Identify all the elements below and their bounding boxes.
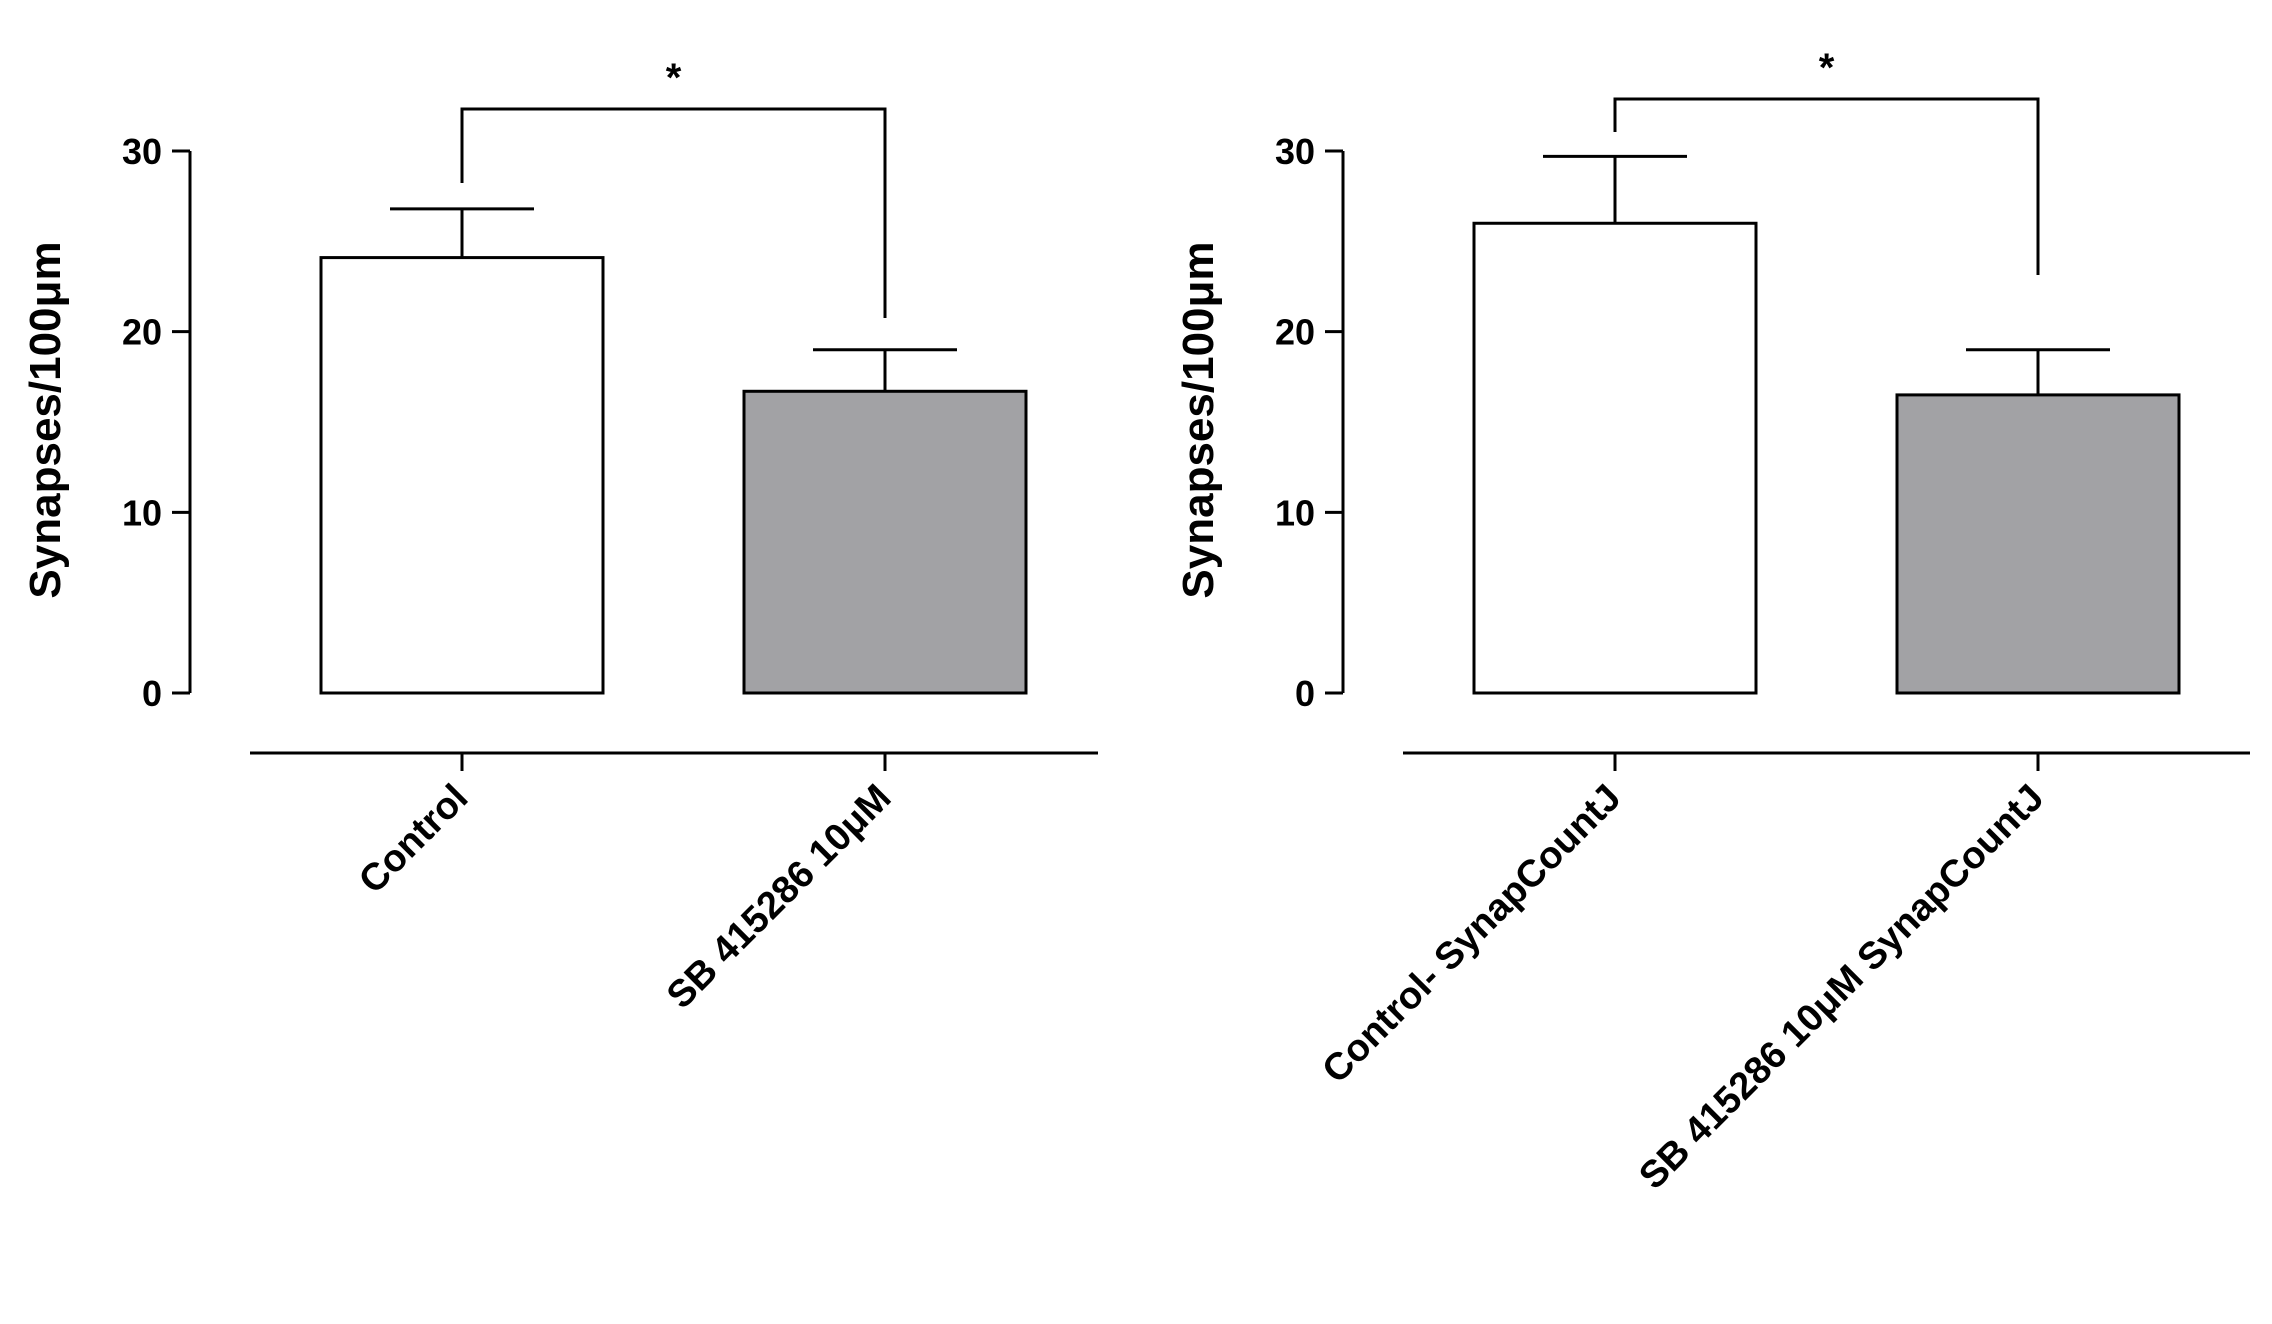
y-axis-title: Synapses/100μm [21, 241, 70, 598]
x-category-label: SB 415286 10μM [659, 777, 899, 1017]
y-tick-label: 20 [1275, 312, 1315, 353]
x-category-label: Control- SynapCountJ [1315, 777, 1630, 1092]
y-tick-label: 10 [1275, 492, 1315, 533]
bar [1895, 393, 2181, 695]
y-tick-label: 0 [1295, 673, 1315, 714]
significance-label: * [1819, 46, 1835, 90]
y-tick-label: 10 [122, 492, 162, 533]
bar [742, 389, 1028, 695]
y-axis-title: Synapses/100μm [1174, 241, 1223, 598]
chart-panel-2: 0 10 20 30 Synapses/100μm Control- SynapCount… [1174, 46, 2250, 1198]
bar [1472, 221, 1758, 695]
x-category-label: SB 415286 10μM SynapCountJ [1631, 777, 2052, 1198]
significance-label: * [666, 56, 682, 100]
y-tick-label: 30 [1275, 131, 1315, 172]
x-category-label: Control [351, 777, 476, 902]
y-tick-label: 0 [142, 673, 162, 714]
bar [319, 256, 605, 695]
significance-bracket [1613, 97, 2040, 275]
chart-panel-1: 0 10 20 30 Synapses/100μm Control SB 415286 10… [21, 56, 1098, 1017]
y-tick-label: 20 [122, 312, 162, 353]
significance-bracket [460, 107, 887, 318]
y-tick-label: 30 [122, 131, 162, 172]
